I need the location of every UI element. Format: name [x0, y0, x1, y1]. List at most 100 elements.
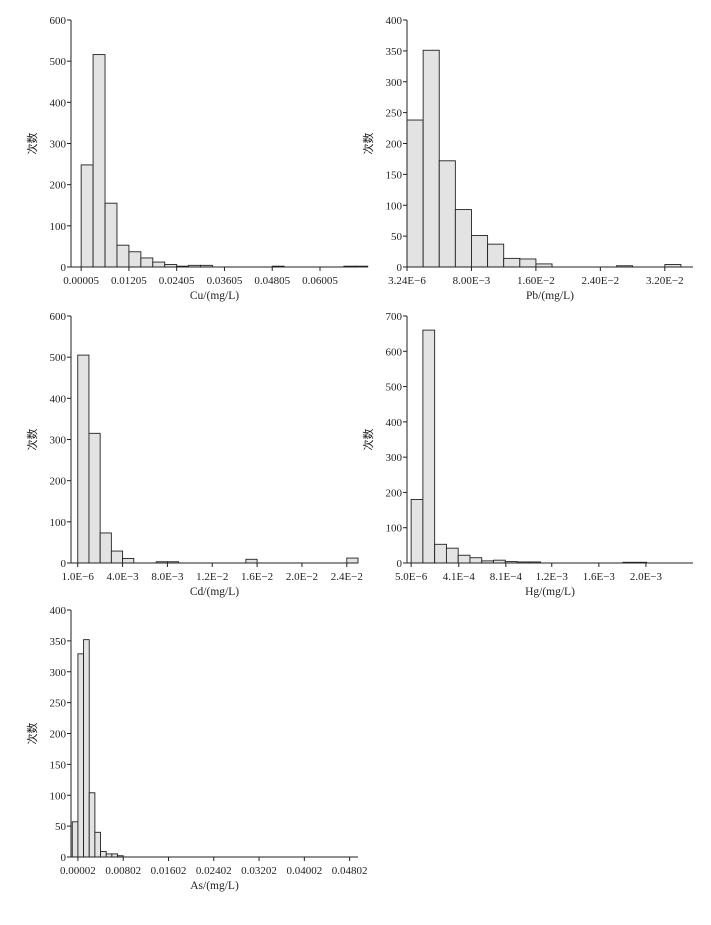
y-tick-label-cd-1: 100	[50, 517, 67, 529]
y-tick-label-hg-2: 200	[386, 487, 403, 499]
x-tick-label-as-0: 0.00002	[60, 865, 96, 877]
x-tick-label-cu-1: 0.01205	[111, 275, 147, 287]
y-tick-label-cd-0: 0	[61, 558, 67, 570]
bar-cu-2	[104, 202, 118, 268]
y-tick-label-as-8: 400	[50, 605, 67, 617]
bar-pb-1	[422, 49, 440, 268]
x-tick-label-hg-4: 1.6E−3	[583, 571, 616, 583]
x-tick-label-as-4: 0.03202	[241, 865, 277, 877]
x-axis-label-pb: Pb/(mg/L)	[526, 290, 574, 302]
x-tick-label-cd-1: 4.0E−3	[106, 571, 139, 583]
x-tick-label-cu-2: 0.02405	[159, 275, 195, 287]
x-tick-label-pb-2: 1.60E−2	[517, 275, 555, 287]
bar-cd-15	[245, 558, 258, 564]
bar-pb-5	[487, 243, 505, 268]
x-tick-label-cd-0: 1.0E−6	[62, 571, 95, 583]
bar-cd-1	[88, 432, 101, 564]
y-axis-label-hg: 次数	[361, 429, 375, 451]
y-tick-label-cu-3: 300	[50, 139, 67, 151]
y-tick-label-pb-7: 350	[386, 46, 403, 58]
y-tick-label-as-0: 0	[61, 852, 67, 864]
y-tick-label-cu-6: 600	[50, 15, 67, 27]
x-tick-label-as-3: 0.02402	[196, 865, 232, 877]
y-tick-label-pb-4: 200	[386, 139, 403, 151]
y-tick-label-cd-5: 500	[50, 352, 67, 364]
y-tick-label-as-7: 350	[50, 636, 67, 648]
x-tick-label-hg-0: 5.0E−6	[395, 571, 428, 583]
x-tick-label-cd-2: 8.0E−3	[151, 571, 184, 583]
x-tick-label-hg-1: 4.1E−4	[443, 571, 476, 583]
bar-pb-3	[454, 209, 472, 268]
y-tick-label-pb-1: 50	[391, 231, 403, 243]
bar-pb-7	[519, 258, 537, 268]
y-axis-label-pb: 次数	[361, 133, 375, 155]
bar-as-5	[100, 850, 107, 858]
chart-cu: 0 100 200 300 400 500 600 0.00005 0.01205 0.02405…	[25, 15, 369, 302]
x-tick-label-as-6: 0.04802	[332, 865, 368, 877]
bar-cd-3	[110, 550, 124, 564]
bar-hg-5	[469, 557, 483, 564]
chart-pb: 0 50 100 150 200 250 300 350 400 3.24E−6 8.00E−3 1.…	[361, 15, 693, 302]
bar-cd-0	[77, 354, 90, 564]
y-tick-label-pb-0: 0	[397, 262, 403, 274]
bar-cu-0	[80, 164, 94, 268]
y-tick-label-cd-3: 300	[50, 435, 67, 447]
y-tick-label-pb-5: 250	[386, 108, 403, 120]
x-tick-label-pb-3: 2.40E−2	[582, 275, 620, 287]
x-axis-label-cu: Cu/(mg/L)	[190, 290, 239, 302]
y-tick-label-cd-2: 200	[50, 476, 67, 488]
x-tick-label-pb-0: 3.24E−6	[388, 275, 426, 287]
y-tick-label-cu-2: 200	[50, 180, 67, 192]
bar-as-3	[88, 792, 96, 858]
x-tick-label-cu-5: 0.06005	[302, 275, 338, 287]
bar-hg-0	[410, 499, 424, 564]
x-tick-label-cu-3: 0.03605	[207, 275, 243, 287]
y-tick-label-as-2: 100	[50, 790, 67, 802]
y-tick-label-cd-6: 600	[50, 311, 67, 323]
y-tick-label-cu-1: 100	[50, 221, 67, 233]
y-tick-label-as-6: 300	[50, 667, 67, 679]
y-axis-label-as: 次数	[25, 723, 39, 745]
x-tick-label-cd-3: 1.2E−2	[196, 571, 228, 583]
bar-cu-4	[128, 251, 142, 268]
y-tick-label-cu-4: 400	[50, 97, 67, 109]
x-tick-label-as-5: 0.04002	[286, 865, 322, 877]
bar-pb-4	[471, 235, 489, 268]
bar-as-1	[77, 653, 85, 858]
bar-cu-5	[140, 257, 154, 268]
bar-pb-2	[438, 160, 456, 268]
y-tick-label-as-4: 200	[50, 729, 67, 741]
x-axis-label-as: As/(mg/L)	[190, 880, 239, 892]
y-tick-label-cd-4: 400	[50, 393, 67, 405]
x-tick-label-cd-4: 1.6E−2	[241, 571, 273, 583]
bar-cd-4	[122, 558, 135, 564]
y-tick-label-pb-3: 150	[386, 169, 403, 181]
x-tick-label-hg-3: 1.2E−3	[536, 571, 569, 583]
y-tick-label-hg-7: 700	[386, 311, 403, 323]
y-tick-label-hg-1: 100	[386, 523, 403, 535]
y-tick-label-as-5: 250	[50, 698, 67, 710]
y-axis-label-cu: 次数	[25, 133, 39, 155]
bar-hg-3	[445, 547, 459, 564]
y-tick-label-hg-0: 0	[397, 558, 403, 570]
x-tick-label-pb-4: 3.20E−2	[646, 275, 684, 287]
y-tick-label-hg-6: 600	[386, 346, 403, 358]
x-tick-label-cu-0: 0.00005	[63, 275, 99, 287]
chart-as: 0 50 100 150 200 250 300 350 400 0.00002 0.00802 0.…	[25, 605, 367, 892]
bar-as-4	[94, 831, 101, 858]
x-tick-label-as-1: 0.00802	[105, 865, 141, 877]
x-tick-label-cd-5: 2.0E−2	[286, 571, 318, 583]
chart-cd: 0 100 200 300 400 500 600 1.0E−6 4.0E−3 8.0E−3 1.2…	[25, 311, 363, 598]
bar-as-2	[83, 639, 90, 858]
bar-cu-6	[152, 261, 166, 268]
x-axis-label-cd: Cd/(mg/L)	[190, 586, 239, 598]
y-tick-label-pb-8: 400	[386, 15, 403, 27]
bar-cd-2	[99, 532, 112, 564]
x-tick-label-cu-4: 0.04805	[254, 275, 290, 287]
y-tick-label-hg-5: 500	[386, 382, 403, 394]
x-tick-label-pb-1: 8.00E−3	[453, 275, 491, 287]
x-tick-label-as-2: 0.01602	[151, 865, 187, 877]
x-axis-label-hg: Hg/(mg/L)	[525, 586, 575, 598]
y-tick-label-pb-6: 300	[386, 77, 403, 89]
